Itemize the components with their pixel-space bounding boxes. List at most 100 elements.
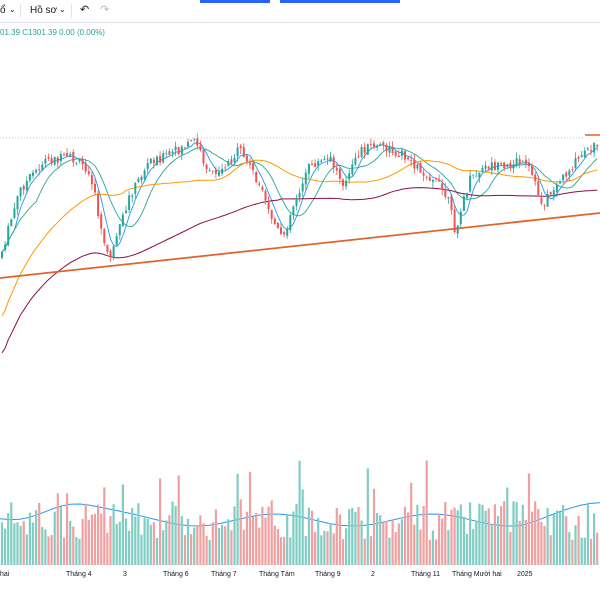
candle [425,176,428,178]
candle [562,174,565,180]
candle [53,156,56,165]
volume-bar [196,525,199,565]
volume-bar [292,511,295,565]
volume-bar [50,534,53,565]
candle [131,195,134,197]
candle [112,246,115,258]
volume-bar [481,504,484,565]
volume-bar [453,507,456,565]
undo-icon[interactable]: ↶ [80,4,90,16]
x-tick-label: hai [0,571,10,578]
volume-bar [230,530,233,565]
redo-icon[interactable]: ↷ [100,4,110,16]
volume-bar [7,513,10,565]
volume-bar [562,505,565,565]
volume-bar [211,522,214,565]
ohlc-legend: 01.39 C1301.39 0.00 (0.00%) [0,28,105,37]
volume-bar [44,529,47,565]
candle [407,157,410,160]
candle [146,162,149,170]
volume-bar [41,527,44,565]
volume-bar [270,500,273,565]
candle [280,227,282,234]
candle [382,142,385,145]
volume-bar [524,520,527,565]
symbol-fragment[interactable]: ổ [0,5,6,16]
volume-bar [128,530,131,565]
volume-bar [140,534,143,565]
volume-bar [565,516,568,565]
candle [125,210,127,214]
candle [534,174,537,182]
candle [497,162,499,170]
volume-bar [335,508,338,565]
candle [351,164,354,174]
volume-bar [121,484,124,565]
candle [537,181,540,197]
candle [128,195,131,210]
candle [577,157,580,159]
volume-bar [28,512,31,565]
candle [379,144,382,145]
candle [435,178,437,180]
candle [75,163,78,165]
candle [521,161,524,163]
profile-button[interactable]: Hồ sơ [30,5,58,16]
candle [549,192,552,195]
candle [10,219,13,227]
volume-bar [35,510,38,565]
volume-bar [586,502,589,565]
candle [103,229,106,243]
volume-bar [407,512,410,565]
candle [16,196,19,210]
volume-bar [75,536,78,565]
candle [109,250,112,257]
candle [363,146,366,153]
candle [28,174,31,181]
candle [559,181,561,184]
volume-bar [286,514,289,565]
candle [590,150,592,152]
volume-bar [97,504,100,565]
candle [47,156,50,159]
volume-bar [431,530,434,565]
volume-bar [115,523,118,565]
candle [528,162,530,167]
volume-bar [208,539,211,565]
volume-bar [4,528,7,565]
candle [376,145,379,148]
volume-bar [224,526,227,565]
volume-bar [338,514,341,565]
volume-bar [419,529,422,565]
volume-bar [351,508,354,565]
volume-bar [314,531,317,565]
volume-bar [323,530,326,565]
volume-bar [146,518,149,565]
candle [487,166,490,169]
candle [568,170,571,176]
chevron-down-icon[interactable]: ⌄ [9,5,16,14]
volume-bar [165,520,168,565]
candle [78,159,81,162]
candle [593,142,596,153]
candle [438,179,441,182]
volume-bar [558,512,562,565]
volume-bar [236,473,239,565]
toolbar-divider [20,4,21,18]
candle [320,160,323,163]
candle [149,158,152,164]
volume-bar [515,502,518,565]
candle [540,197,543,204]
chevron-down-icon[interactable]: ⌄ [59,5,66,14]
volume-bar [214,509,217,565]
volume-bar [106,532,109,565]
volume-bar [540,521,543,565]
volume-bar [112,504,115,565]
candle [332,157,335,168]
volume-bar [366,468,369,565]
volume-bar [571,539,574,565]
candle [419,163,422,173]
candle [416,164,419,169]
candle [69,153,72,157]
